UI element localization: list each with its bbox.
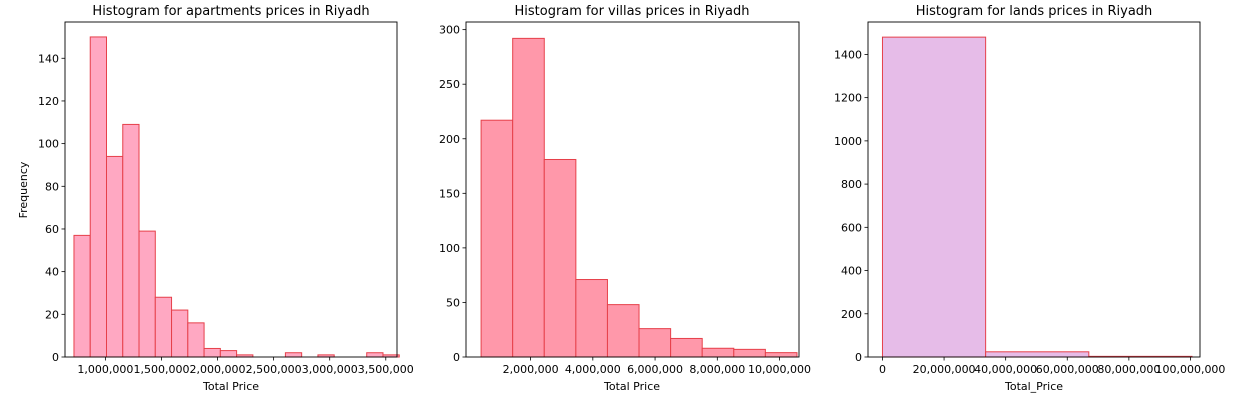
y-tick-label: 0 xyxy=(855,351,862,364)
y-tick-label: 300 xyxy=(439,24,460,37)
histogram-bar xyxy=(171,309,189,358)
y-tick-label: 40 xyxy=(45,266,59,279)
histogram-bar xyxy=(89,36,107,358)
histogram-bar xyxy=(575,279,608,358)
villas-histogram: Histogram for villas prices in Riyadh To… xyxy=(439,4,811,393)
histogram-bar xyxy=(219,350,238,358)
y-tick-label: 60 xyxy=(45,223,59,236)
x-tick-label: 100,000,000 xyxy=(1155,363,1225,376)
y-tick-label: 0 xyxy=(52,351,59,364)
histogram-bar xyxy=(764,352,798,358)
x-tick-label: 10,000,000 xyxy=(748,363,811,376)
lands-plot-frame xyxy=(867,21,1201,358)
y-tick-label: 100 xyxy=(38,138,59,151)
villas-title: Histogram for villas prices in Riyadh xyxy=(514,4,749,19)
histogram-bar xyxy=(701,347,735,358)
y-tick-label: 200 xyxy=(841,308,862,321)
x-tick-label: 2,500,000 xyxy=(246,363,302,376)
y-tick-label: 1400 xyxy=(834,48,862,61)
x-tick-label: 80,000,000 xyxy=(1097,363,1160,376)
x-tick-label: 6,000,000 xyxy=(627,363,683,376)
villas-x-axis-label: Total Price xyxy=(603,380,660,393)
apartments-plot-frame xyxy=(64,21,398,358)
x-tick-label: 3,000,000 xyxy=(302,363,358,376)
histogram-bar xyxy=(985,351,1090,358)
histogram-bar xyxy=(606,304,640,358)
y-tick-label: 150 xyxy=(439,187,460,200)
x-tick-label: 2,000,000 xyxy=(503,363,559,376)
villas-bars xyxy=(480,37,798,358)
lands-x-axis-label: Total_Price xyxy=(1004,380,1063,393)
histogram-bar xyxy=(73,234,91,358)
histogram-bar xyxy=(122,123,140,358)
x-tick-label: 20,000,000 xyxy=(913,363,976,376)
y-tick-label: 120 xyxy=(38,95,59,108)
histogram-bar xyxy=(881,36,987,358)
histogram-bar xyxy=(543,158,577,358)
y-tick-label: 250 xyxy=(439,78,460,91)
y-tick-label: 100 xyxy=(439,242,460,255)
y-tick-label: 200 xyxy=(439,133,460,146)
histogram-bar xyxy=(284,352,303,358)
apartments-histogram: Histogram for apartments prices in Riyad… xyxy=(17,4,414,393)
histogram-bar xyxy=(138,230,156,358)
y-tick-label: 400 xyxy=(841,265,862,278)
x-tick-label: 40,000,000 xyxy=(974,363,1037,376)
villas-plot-frame xyxy=(465,21,800,358)
y-tick-label: 600 xyxy=(841,221,862,234)
x-tick-label: 8,000,000 xyxy=(689,363,745,376)
apartments-title: Histogram for apartments prices in Riyad… xyxy=(92,4,369,19)
histogram-bar xyxy=(670,337,703,358)
x-tick-label: 2,000,000 xyxy=(190,363,246,376)
histogram-bar xyxy=(638,328,672,358)
x-tick-label: 3,500,000 xyxy=(358,363,414,376)
histogram-bar xyxy=(106,155,124,358)
x-tick-label: 1,000,000 xyxy=(77,363,133,376)
y-tick-label: 800 xyxy=(841,178,862,191)
histogram-bar xyxy=(480,119,514,358)
apartments-x-axis-label: Total Price xyxy=(202,380,259,393)
y-tick-label: 50 xyxy=(446,296,460,309)
histogram-bar xyxy=(187,322,205,358)
x-tick-label: 60,000,000 xyxy=(1036,363,1099,376)
y-tick-label: 1000 xyxy=(834,135,862,148)
histogram-bar xyxy=(366,352,384,358)
y-tick-label: 1200 xyxy=(834,92,862,105)
x-tick-label: 1,500,000 xyxy=(133,363,189,376)
y-tick-label: 140 xyxy=(38,52,59,65)
x-tick-label: 4,000,000 xyxy=(565,363,621,376)
lands-histogram: Histogram for lands prices in Riyadh Tot… xyxy=(834,4,1225,393)
histogram-bar xyxy=(512,37,545,358)
y-tick-label: 20 xyxy=(45,308,59,321)
x-tick-label: 0 xyxy=(879,363,886,376)
apartments-bars xyxy=(73,36,400,358)
histogram-bar xyxy=(154,296,173,358)
apartments-y-axis-label: Frequency xyxy=(17,161,30,218)
lands-bars xyxy=(881,36,1193,358)
y-tick-label: 80 xyxy=(45,180,59,193)
y-tick-label: 0 xyxy=(453,351,460,364)
histogram-bar xyxy=(203,347,221,358)
histogram-bar xyxy=(733,348,766,358)
lands-title: Histogram for lands prices in Riyadh xyxy=(916,4,1153,19)
